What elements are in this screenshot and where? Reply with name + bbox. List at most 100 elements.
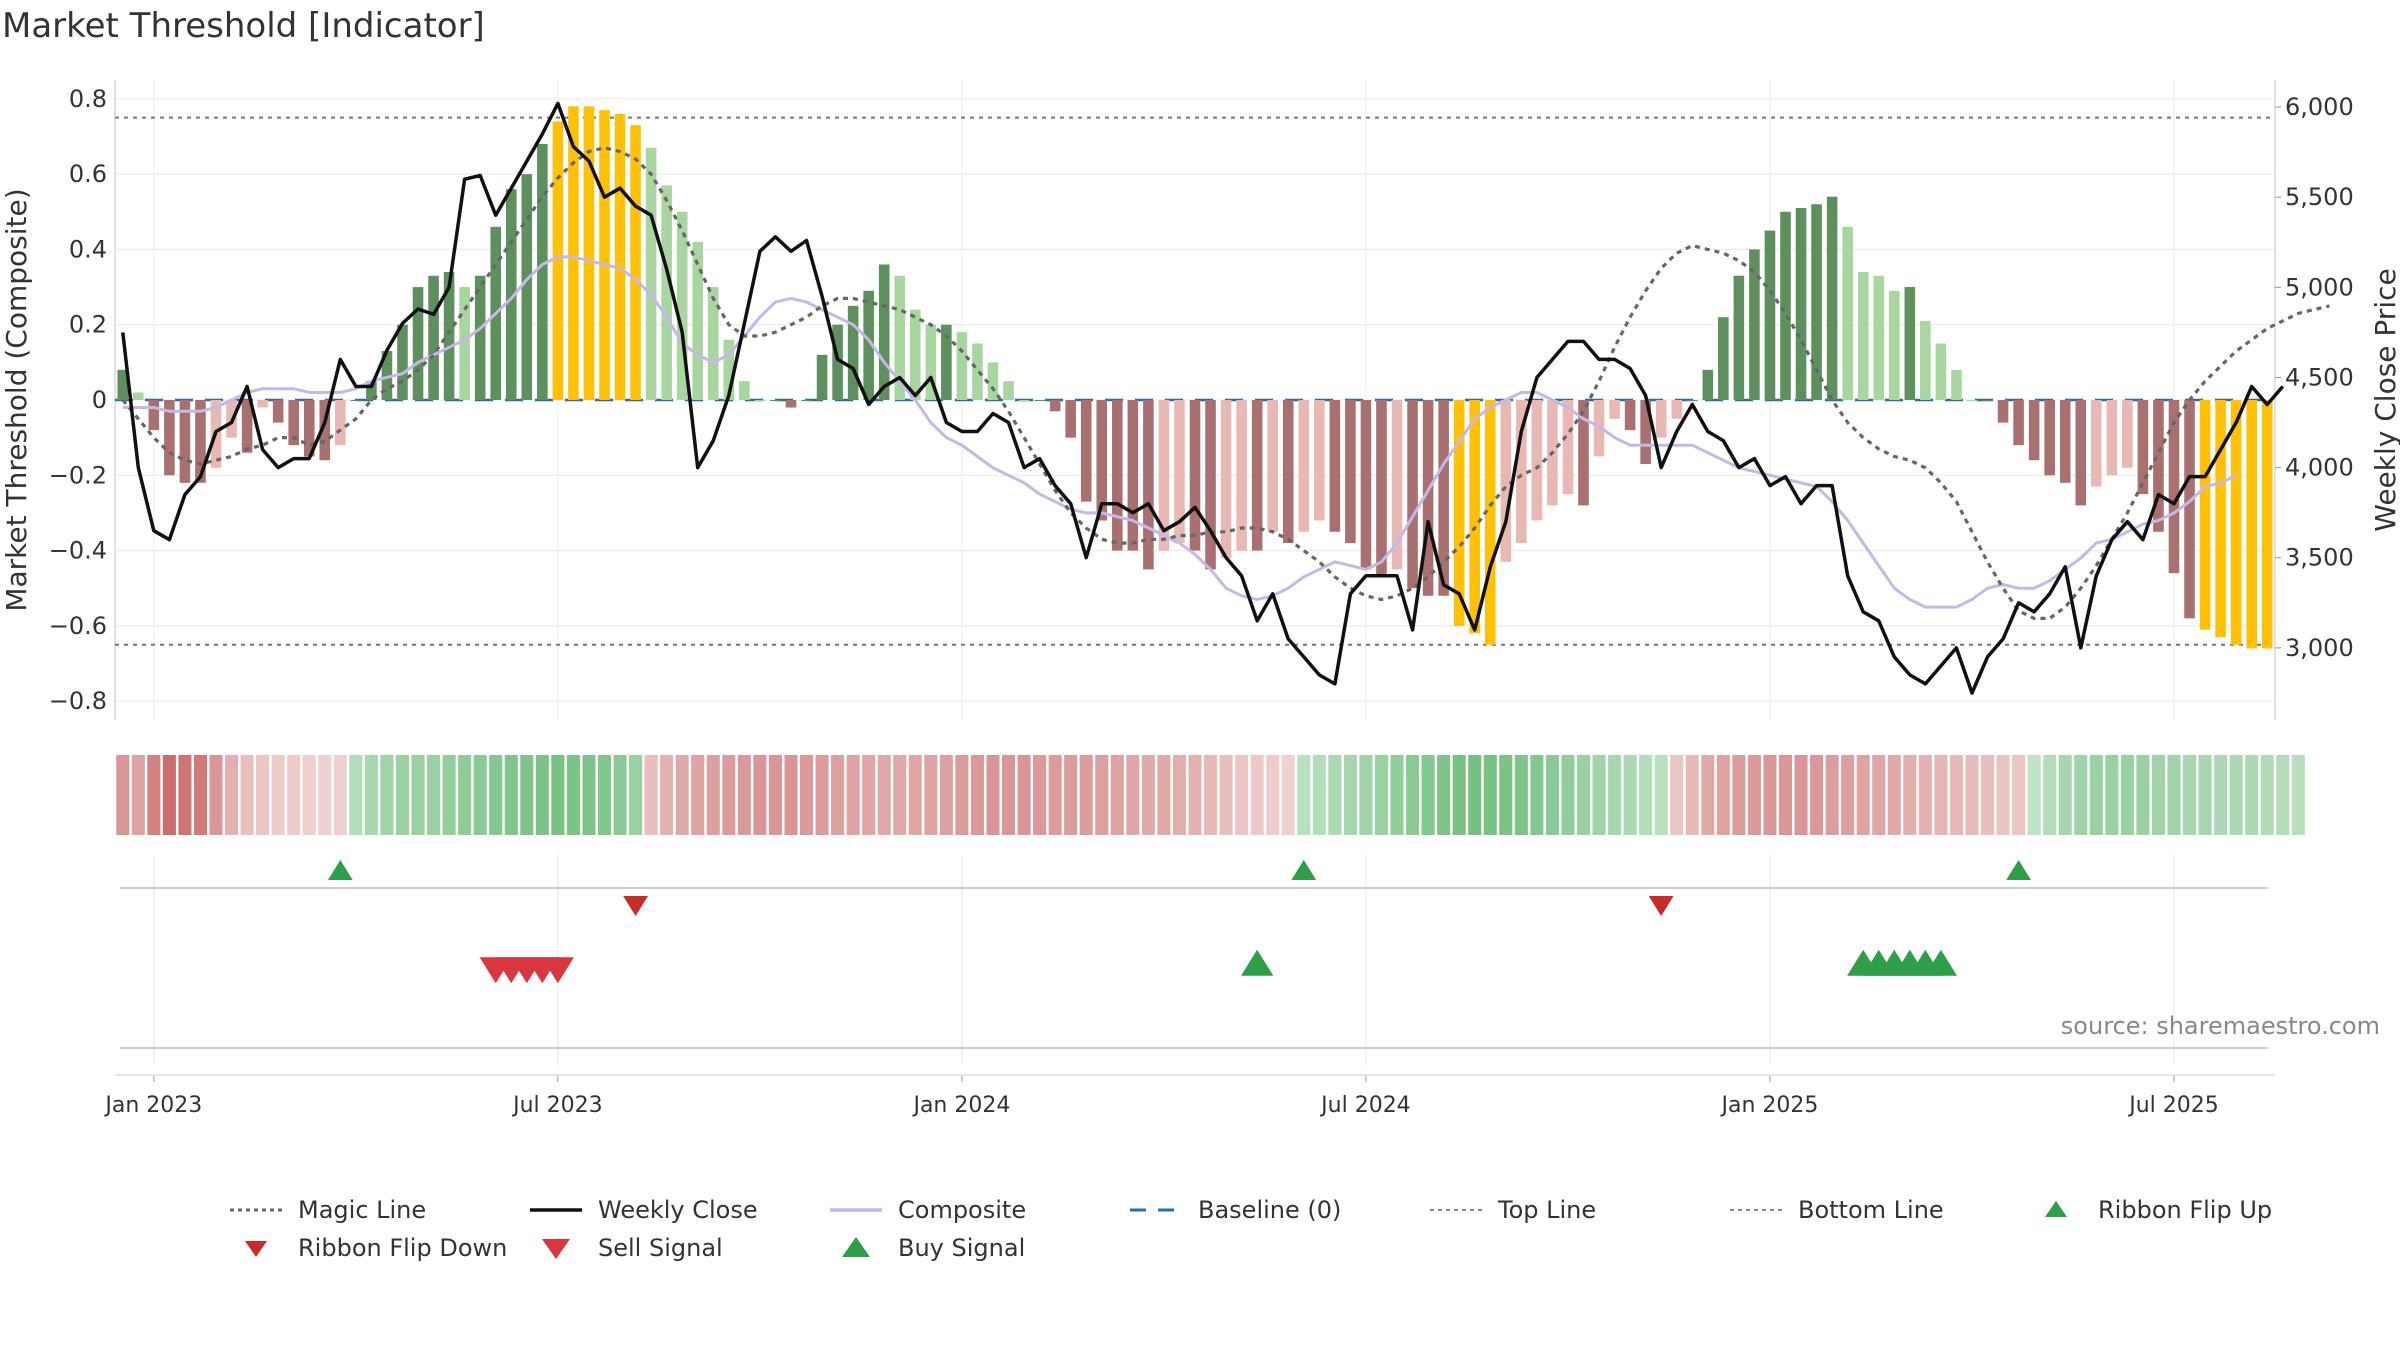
histogram-bar: [1158, 400, 1170, 551]
axes: [114, 80, 2281, 1082]
ribbon-cell: [1157, 755, 1171, 835]
composite-line: [122, 255, 2237, 609]
y-right-tick-label: 5,000: [2285, 273, 2354, 301]
histogram-bar: [1966, 400, 1978, 401]
ribbon-cell: [1374, 755, 1389, 835]
histogram-bar: [1018, 400, 1030, 401]
y-right-tick-label: 4,000: [2285, 454, 2354, 482]
histogram-bar: [1904, 287, 1916, 400]
ribbon-flip-down-marker: [623, 896, 648, 916]
ribbon-cell: [1763, 755, 1777, 835]
ribbon-cell: [613, 755, 627, 835]
ribbon-cell: [2260, 755, 2274, 835]
y-right-tick-label: 5,500: [2285, 183, 2354, 211]
ribbon-cell: [1980, 755, 1995, 835]
ribbon-cell: [831, 755, 845, 835]
histogram-bar: [1236, 400, 1247, 551]
histogram-bar: [1749, 249, 1760, 400]
histogram-bar: [1795, 208, 1807, 400]
ribbon-cell: [893, 755, 907, 835]
ribbon-cell: [1841, 755, 1855, 835]
signal-panels: [115, 860, 2275, 1076]
legend-swatch: [1728, 1200, 1784, 1220]
legend-label: Bottom Line: [1798, 1196, 1944, 1224]
histogram-bar: [241, 400, 253, 453]
ribbon-cell: [955, 755, 969, 835]
histogram-bar: [1857, 272, 1869, 400]
histogram-bar: [397, 324, 408, 400]
ribbon-cell: [349, 755, 363, 835]
ribbon-cell: [1219, 755, 1233, 835]
y-left-tick-label: 0.6: [69, 160, 107, 188]
ribbon-cell: [1421, 755, 1435, 835]
histogram-bar: [303, 400, 315, 457]
histogram-bar: [1733, 275, 1745, 400]
histogram-bar: [1329, 400, 1341, 532]
ribbon-cell: [1561, 755, 1575, 835]
x-tick-label: Jan 2025: [1720, 1093, 1819, 1118]
legend-item: Baseline (0): [1128, 1196, 1341, 1224]
ribbon-cell: [1545, 755, 1559, 835]
histogram-bar: [1578, 400, 1589, 506]
histogram-bar: [676, 211, 688, 400]
histogram-bar: [366, 381, 377, 400]
ribbon-cell: [1949, 755, 1963, 835]
histogram-bar: [1096, 400, 1108, 521]
histogram-bar: [2168, 400, 2180, 574]
ribbon-cell: [2198, 755, 2212, 835]
magic-line: [121, 146, 2330, 620]
histogram-bar: [133, 392, 144, 400]
histogram-bar: [1407, 400, 1418, 589]
ribbon-cell: [737, 755, 751, 835]
histogram-bar: [459, 287, 470, 400]
y-right-tick-label: 3,000: [2285, 634, 2354, 662]
histogram-bar: [614, 113, 626, 400]
ribbon-cell: [784, 755, 798, 835]
ribbon-cell: [1794, 755, 1808, 835]
histogram-bar: [257, 400, 268, 408]
ribbon-cell: [2089, 755, 2103, 835]
histogram-bar: [1049, 400, 1061, 412]
histogram-bar: [117, 369, 129, 400]
histogram-bar: [2199, 400, 2211, 630]
histogram-bar: [645, 147, 657, 400]
reference-lines: [115, 116, 2275, 646]
y-left-axis-title: Market Threshold (Composite): [0, 188, 33, 611]
histogram-bar: [1282, 400, 1294, 544]
histogram-bar: [925, 324, 937, 400]
histogram-bar: [1251, 400, 1263, 551]
histogram-bar: [894, 275, 906, 400]
histogram-bar: [2246, 400, 2257, 649]
legend-item: Ribbon Flip Down: [228, 1234, 507, 1262]
ribbon-cell: [1048, 755, 1062, 835]
ribbon-cell: [1001, 755, 1016, 835]
histogram-bar: [2215, 400, 2226, 638]
histogram-bar: [1065, 400, 1076, 438]
ribbon-cell: [333, 755, 347, 835]
histogram-bar: [801, 400, 812, 401]
ribbon-cell: [1312, 755, 1326, 835]
ribbon-cell: [1266, 755, 1280, 835]
ribbon-cell: [131, 755, 145, 835]
ribbon-cell: [2151, 755, 2165, 835]
histogram-bar: [552, 121, 564, 400]
y-left-tick-label: −0.6: [49, 612, 107, 640]
ribbon-cell: [1499, 755, 1513, 835]
legend-item: Ribbon Flip Up: [2028, 1196, 2272, 1224]
histogram-bar: [1080, 400, 1092, 502]
histogram-bar: [1469, 400, 1480, 634]
histogram-bar: [723, 339, 735, 400]
ribbon-cell: [597, 755, 612, 835]
y-right-tick-label: 6,000: [2285, 93, 2354, 121]
histogram-bar: [521, 174, 533, 400]
ribbon-cell: [1872, 755, 1886, 835]
histogram-bar: [2137, 400, 2149, 495]
tick-labels: 0.8 0.6 0.4 0.2 0 −0.2 −0.4 −0.6 −0.8 6,000 5,500 5…: [0, 85, 2400, 1118]
legend-swatch: [228, 1200, 284, 1220]
histogram-bar: [1780, 211, 1791, 400]
ribbon-cell: [1110, 755, 1124, 835]
ribbon-cell: [1235, 755, 1249, 835]
histogram-bar: [1624, 400, 1636, 431]
histogram-bar: [754, 400, 766, 401]
